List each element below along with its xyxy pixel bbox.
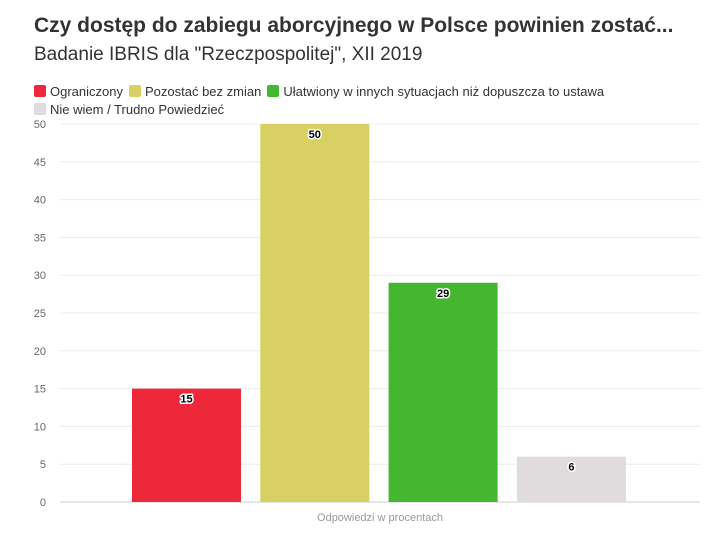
legend-swatch xyxy=(34,103,46,115)
y-tick-label: 20 xyxy=(34,346,46,358)
y-tick-label: 10 xyxy=(34,421,46,433)
bar-data-label: 15 xyxy=(180,394,192,406)
bar-data-label: 29 xyxy=(437,288,449,300)
legend-item[interactable]: Pozostać bez zmian xyxy=(128,82,262,100)
y-tick-label: 45 xyxy=(34,157,46,169)
y-tick-label: 25 xyxy=(34,308,46,320)
bar-data-label: 50 xyxy=(309,129,321,141)
legend-swatch xyxy=(128,85,141,97)
y-tick-label: 35 xyxy=(34,232,46,244)
bar xyxy=(260,124,370,502)
legend-label: Nie wiem / Trudno Powiedzieć xyxy=(50,101,225,117)
chart-title: Czy dostęp do zabiegu aborcyjnego w Pols… xyxy=(34,14,674,37)
chart-subtitle: Badanie IBRIS dla "Rzeczpospolitej", XII… xyxy=(34,44,423,65)
legend-item[interactable]: Nie wiem / Trudno Powiedzieć xyxy=(34,100,224,118)
bar xyxy=(516,456,626,502)
y-tick-label: 5 xyxy=(40,459,46,471)
legend-swatch xyxy=(267,85,280,97)
legend-item[interactable]: Ograniczony xyxy=(34,82,123,100)
y-tick-label: 15 xyxy=(34,384,46,396)
bar-data-label: 6 xyxy=(568,462,574,474)
bar xyxy=(388,282,498,502)
legend-label: Pozostać bez zmian xyxy=(144,83,262,99)
y-tick-label: 40 xyxy=(34,195,46,207)
y-tick-label: 50 xyxy=(34,119,46,131)
legend-label: Ograniczony xyxy=(50,83,123,99)
x-axis-title: Odpowiedzi w procentach xyxy=(317,512,443,524)
bar xyxy=(132,388,241,502)
legend-item[interactable]: Ułatwiony w innych sytuacjach niż dopusz… xyxy=(267,82,604,100)
legend-label: Ułatwiony w innych sytuacjach niż dopusz… xyxy=(283,83,605,99)
legend: Ograniczony Pozostać bez zmian Ułatwiony w… xyxy=(34,82,714,118)
y-tick-label: 30 xyxy=(34,270,46,282)
legend-swatch xyxy=(34,85,46,97)
y-tick-label: 0 xyxy=(40,497,46,509)
